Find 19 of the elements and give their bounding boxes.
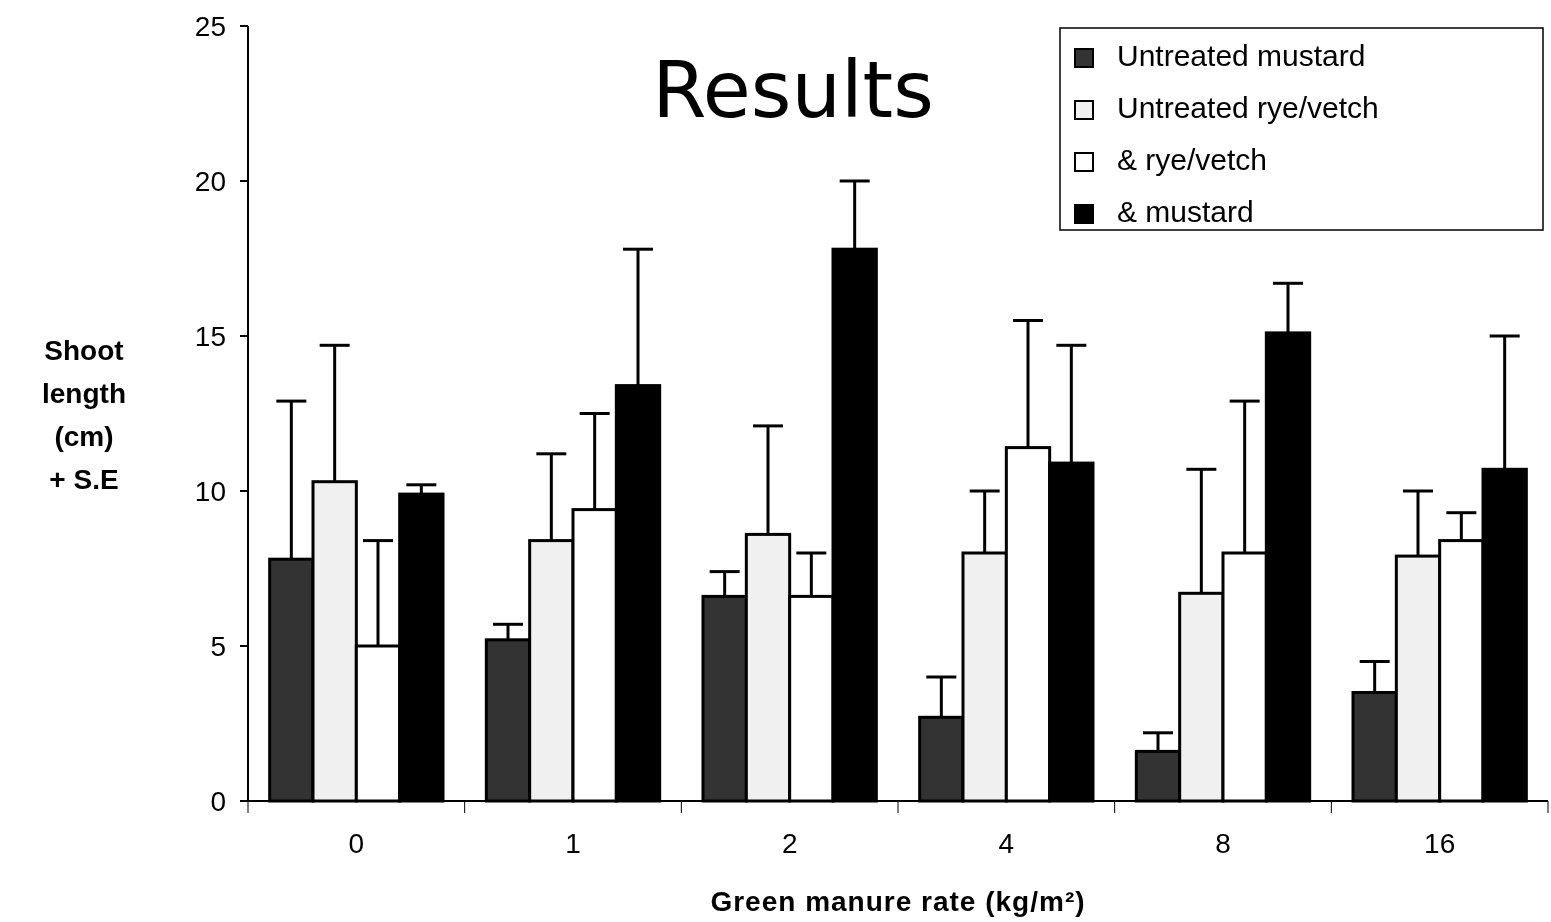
legend-label: Untreated rye/vetch (1117, 91, 1379, 124)
x-tick-label: 1 (565, 828, 581, 859)
x-tick-label: 4 (998, 828, 1015, 859)
y-tick-label: 10 (194, 475, 226, 507)
x-tick-label: 8 (1215, 828, 1231, 859)
legend-label: & mustard (1117, 195, 1254, 228)
x-axis-title: Green manure rate (kg/m²) (710, 886, 1086, 917)
y-tick-label: 15 (194, 320, 226, 352)
y-tick-label: 20 (194, 165, 226, 197)
y-tick-label: 5 (210, 630, 226, 662)
x-tick-label: 2 (781, 828, 798, 859)
x-tick-label: 16 (1424, 828, 1456, 859)
chart-title: Results (652, 45, 934, 135)
legend-label: & rye/vetch (1117, 143, 1268, 176)
y-tick-label: 25 (194, 10, 226, 42)
y-tick-label: 0 (210, 785, 226, 817)
legend-label: Untreated mustard (1117, 39, 1366, 72)
x-tick-label: 0 (348, 828, 365, 859)
y-axis-title: Shoot length (cm) + S.E (42, 335, 126, 495)
